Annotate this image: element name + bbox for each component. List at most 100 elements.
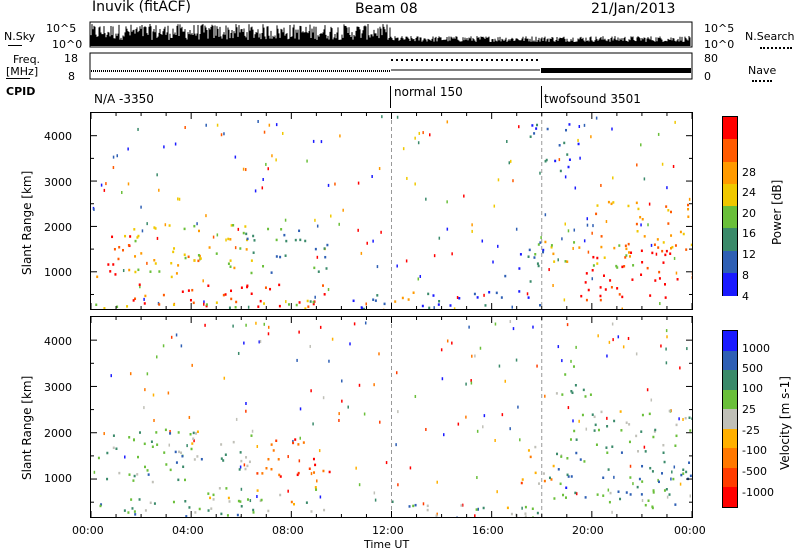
echo-cell-region-3 [304,239,307,243]
vel-cbar-swatch-5 [723,428,737,449]
nsky-tick-high: 10^5 [46,22,77,35]
echo-cell-region-10 [603,256,606,259]
echo-cell-region-3 [323,247,326,250]
echo-cell-region-4 [293,502,296,506]
echo-cell-region-5 [263,302,266,305]
echo-cell-region-0 [117,257,120,261]
power-cbar-label: Power [dB] [770,179,784,245]
echo-speckle [178,197,181,201]
echo-cell-region-9 [637,450,640,453]
echo-speckle [476,476,478,480]
echo-cell-region-5 [391,500,394,504]
echo-cell-region-12 [635,222,638,226]
echo-speckle [245,402,247,406]
echo-cell-region-3 [185,515,188,517]
echo-speckle [146,261,148,265]
echo-speckle [379,420,381,424]
echo-speckle [259,339,262,343]
echo-cell-region-4 [181,290,184,293]
echo-cell-region-13 [529,135,532,138]
nave-label: Nave [748,64,777,77]
echo-speckle [267,325,270,329]
echo-cell-region-8 [602,476,605,479]
echo-speckle [322,396,325,400]
echo-cell-region-12 [662,241,665,244]
echo-cell-region-9 [593,415,596,419]
echo-speckle [100,183,103,187]
echo-speckle [567,229,570,233]
echo-speckle [422,131,424,135]
echo-cell-region-9 [527,255,530,258]
freq-panel-frame [89,52,693,80]
echo-cell-region-3 [144,509,147,512]
echo-speckle [586,217,589,221]
echo-cell-region-8 [438,299,441,303]
echo-cell-region-8 [557,468,560,471]
echo-speckle [521,506,523,510]
echo-cell-region-8 [566,473,569,477]
echo-speckle [338,412,340,416]
echo-speckle [689,494,691,498]
echo-cell-region-7 [552,464,555,468]
echo-speckle [110,374,112,378]
echo-cell-region-5 [412,504,415,508]
echo-cell-region-2 [230,224,233,227]
echo-speckle [650,398,653,402]
echo-speckle [316,255,319,259]
echo-speckle [657,132,660,136]
echo-speckle [381,115,383,119]
echo-cell-region-1 [224,453,227,456]
echo-cell-region-5 [287,303,290,306]
cpid-segment-1: N/A -3350 [94,92,154,106]
echo-cell-region-12 [665,205,668,208]
echo-speckle [256,495,258,499]
echo-speckle [640,143,642,147]
echo-speckle [299,436,302,440]
echo-cell-region-6 [460,504,463,507]
echo-speckle [358,383,361,387]
echo-cell-region-3 [99,504,102,508]
echo-cell-region-0 [112,263,115,266]
echo-speckle [139,285,141,289]
echo-cell-region-4 [323,293,326,296]
echo-speckle [397,483,399,487]
velocity-heatmap [91,317,692,517]
echo-speckle [328,359,330,363]
echo-cell-region-12 [641,217,644,221]
echo-speckle [378,167,381,171]
echo-speckle [397,410,399,414]
vel-cbar-tick-500: 500 [742,362,763,375]
echo-cell-region-10 [564,260,567,263]
echo-cell-region-9 [675,423,678,427]
echo-speckle [647,223,649,227]
echo-speckle [164,223,167,227]
echo-speckle [558,158,561,162]
echo-cell-region-1 [240,459,243,463]
echo-cell-region-9 [668,409,671,413]
echo-cell-region-8 [638,477,641,481]
echo-speckle [223,132,225,136]
freq-label: Freq. [13,53,41,66]
echo-cell-region-5 [103,307,106,309]
echo-cell-region-11 [585,298,588,302]
echo-cell-region-6 [506,506,509,510]
echo-speckle [608,340,611,344]
echo-speckle [414,136,416,140]
echo-speckle [242,167,245,171]
echo-cell-region-0 [189,433,192,436]
echo-cell-region-0 [114,273,117,276]
echo-speckle [557,258,559,262]
echo-cell-region-8 [421,304,424,308]
echo-cell-region-4 [298,301,301,304]
echo-cell-region-6 [510,512,513,516]
echo-speckle [506,139,508,143]
echo-speckle [380,230,382,234]
echo-cell-region-1 [245,456,248,459]
echo-cell-region-11 [624,256,627,259]
echo-speckle [446,200,448,204]
echo-speckle [223,376,226,380]
echo-cell-region-2 [229,259,232,262]
echo-speckle [657,478,659,482]
echo-speckle [296,358,298,362]
echo-speckle [471,229,473,233]
